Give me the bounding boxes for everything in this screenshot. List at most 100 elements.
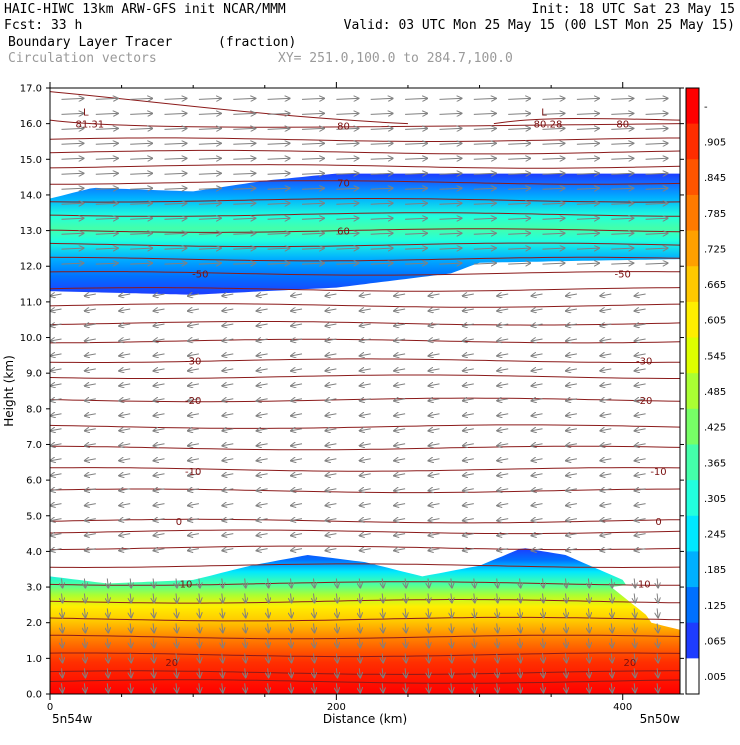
vector-arrow xyxy=(439,173,462,174)
vector-arrow xyxy=(439,188,462,189)
vector-arrow xyxy=(314,578,315,588)
field-units: (fraction) xyxy=(218,35,296,50)
y-tick-label: 14.0 xyxy=(20,190,42,201)
x-right-location: 5n50w xyxy=(640,712,681,726)
contour-line xyxy=(50,303,680,308)
colorbar-label: .845 xyxy=(704,173,726,184)
colorbar-swatch xyxy=(686,337,699,374)
vector-arrow xyxy=(474,668,475,677)
vector-arrow xyxy=(588,593,589,603)
vector-arrow xyxy=(84,683,85,692)
header-title: HAIC-HIWC 13km ARW-GFS init NCAR/MMM xyxy=(4,2,286,17)
vector-arrow xyxy=(198,218,221,219)
vector-arrow xyxy=(497,474,509,476)
vector-arrow xyxy=(429,429,440,431)
vector-arrow xyxy=(497,578,498,588)
field-name: Boundary Layer Tracer xyxy=(8,35,173,50)
vector-arrow xyxy=(85,309,96,311)
vector-arrow xyxy=(154,309,165,311)
vector-arrow xyxy=(428,683,429,692)
vector-arrow xyxy=(566,549,577,551)
vector-arrow xyxy=(51,429,62,431)
vector-arrow xyxy=(222,668,223,677)
vector-arrow xyxy=(257,294,268,296)
vector-arrow xyxy=(635,399,646,401)
vector-arrow xyxy=(576,113,599,114)
vector-arrow xyxy=(176,683,177,692)
vector-arrow xyxy=(95,233,118,234)
vector-arrow xyxy=(635,294,646,296)
vector-arrow xyxy=(463,354,474,356)
vector-arrow xyxy=(360,369,371,371)
vector-arrow xyxy=(301,188,324,189)
vector-arrow xyxy=(463,504,474,506)
vector-arrow xyxy=(61,233,84,234)
vector-arrow xyxy=(657,578,658,588)
vector-arrow xyxy=(188,294,199,296)
vector-arrow xyxy=(600,459,612,461)
contour-label: -10 xyxy=(650,467,666,478)
x-left-location: 5n54w xyxy=(52,712,93,726)
vector-arrow xyxy=(188,414,199,416)
vector-arrow xyxy=(336,653,337,662)
contour-line xyxy=(50,424,680,429)
vector-arrow xyxy=(405,203,427,204)
vector-arrow xyxy=(473,143,496,144)
vector-arrow xyxy=(107,623,108,632)
colorbar-label: .545 xyxy=(704,351,726,362)
vector-arrow xyxy=(257,309,268,311)
vector-arrow xyxy=(542,218,565,219)
vector-arrow xyxy=(188,369,199,371)
vector-arrow xyxy=(532,384,543,386)
vector-arrow xyxy=(394,414,406,416)
vector-arrow xyxy=(394,384,406,386)
vector-arrow xyxy=(497,504,509,506)
vector-arrow xyxy=(360,339,371,341)
vector-arrow xyxy=(532,324,543,326)
vector-arrow xyxy=(336,638,337,647)
vector-arrow xyxy=(576,263,599,264)
vector-arrow xyxy=(291,354,303,356)
vector-arrow xyxy=(153,653,154,662)
vector-arrow xyxy=(645,98,668,99)
vector-arrow xyxy=(566,324,577,326)
header-init: Init: 18 UTC Sat 23 May 15 xyxy=(532,2,736,17)
vector-arrow xyxy=(268,623,269,632)
vector-arrow xyxy=(267,173,290,174)
vector-arrow xyxy=(566,474,577,476)
vector-arrow xyxy=(463,429,474,431)
vector-arrow xyxy=(291,653,292,662)
vector-arrow xyxy=(164,158,187,159)
vector-arrow xyxy=(267,158,290,159)
vector-arrow xyxy=(107,608,108,617)
vector-arrow xyxy=(508,143,530,144)
vector-arrow xyxy=(199,668,200,677)
vector-arrow xyxy=(394,474,406,476)
vector-arrow xyxy=(119,324,131,326)
vector-arrow xyxy=(463,414,474,416)
vector-arrow xyxy=(360,309,371,311)
contour-label: -30 xyxy=(636,357,652,368)
vector-arrow xyxy=(588,638,589,647)
vector-arrow xyxy=(267,218,290,219)
vector-arrow xyxy=(198,158,221,159)
vector-arrow xyxy=(508,113,530,114)
vector-arrow xyxy=(95,158,118,159)
vector-arrow xyxy=(233,128,255,129)
vector-arrow xyxy=(222,459,234,461)
contour-line xyxy=(50,563,680,569)
vector-arrow xyxy=(566,593,567,603)
vector-arrow xyxy=(130,608,131,617)
contour-line xyxy=(50,358,680,363)
vector-arrow xyxy=(497,354,509,356)
vector-arrow xyxy=(325,354,337,356)
vector-arrow xyxy=(520,638,521,647)
y-tick-label: 10.0 xyxy=(20,333,42,344)
contour-line xyxy=(50,256,680,262)
vector-arrow xyxy=(153,668,154,677)
vector-arrow xyxy=(463,489,474,491)
vector-arrow xyxy=(85,519,96,521)
vector-arrow xyxy=(611,638,612,647)
vector-arrow xyxy=(429,384,440,386)
vector-arrow xyxy=(635,354,646,356)
